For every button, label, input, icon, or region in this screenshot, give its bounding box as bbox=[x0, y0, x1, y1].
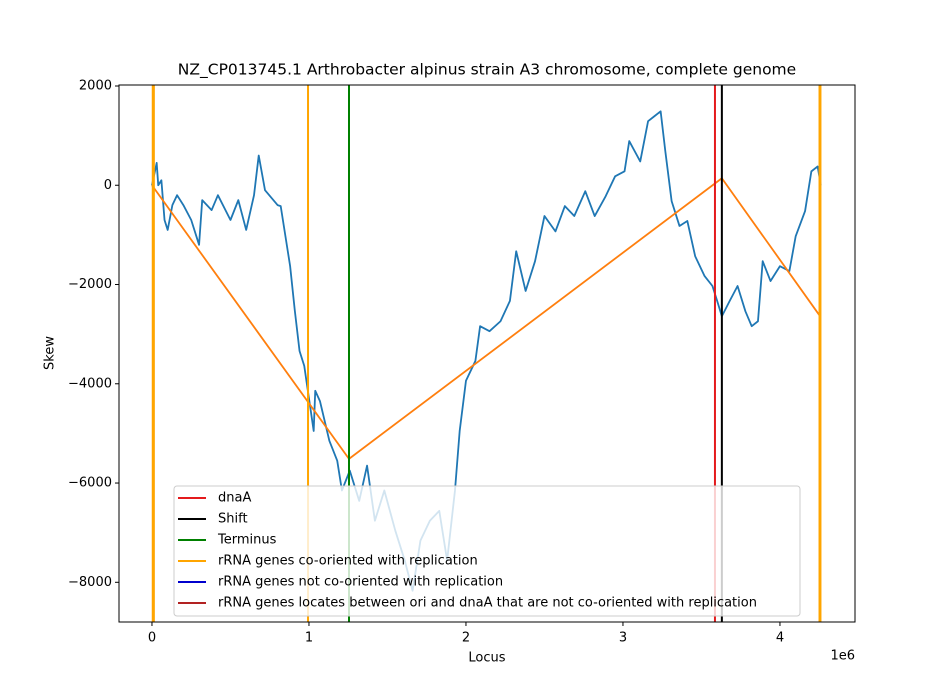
legend-label: dnaA bbox=[218, 491, 251, 506]
legend-label: Terminus bbox=[217, 533, 277, 548]
y-tick-label: −6000 bbox=[68, 476, 112, 491]
y-tick-label: −8000 bbox=[68, 575, 112, 590]
x-offset-label: 1e6 bbox=[830, 649, 855, 664]
y-axis-label: Skew bbox=[43, 336, 58, 370]
x-tick-label: 1 bbox=[305, 631, 313, 646]
legend-label: rRNA genes locates between ori and dnaA … bbox=[218, 596, 757, 611]
x-tick-label: 2 bbox=[462, 631, 470, 646]
legend-label: rRNA genes co-oriented with replication bbox=[218, 554, 478, 569]
x-axis-label: Locus bbox=[468, 651, 505, 666]
axes-frame bbox=[118, 84, 856, 623]
legend-label: Shift bbox=[218, 512, 248, 527]
x-tick-label: 4 bbox=[776, 631, 784, 646]
x-tick-label: 3 bbox=[619, 631, 627, 646]
y-tick-label: −4000 bbox=[68, 376, 112, 391]
legend-box bbox=[173, 485, 801, 617]
y-tick-label: 0 bbox=[104, 178, 112, 193]
line bbox=[151, 177, 821, 460]
y-tick-label: 2000 bbox=[79, 78, 112, 93]
chart-title: NZ_CP013745.1 Arthrobacter alpinus strai… bbox=[178, 61, 796, 80]
x-tick-label: 0 bbox=[148, 631, 156, 646]
legend-label: rRNA genes not co-oriented with replicat… bbox=[218, 575, 503, 590]
y-tick-label: −2000 bbox=[68, 277, 112, 292]
